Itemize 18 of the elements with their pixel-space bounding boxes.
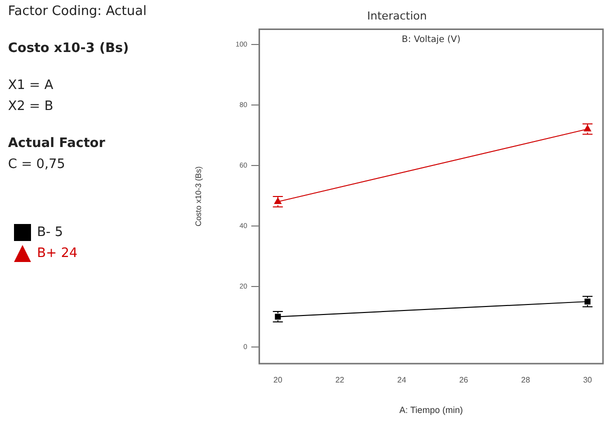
text: B: Voltaje (V) [402,35,460,46]
text: C = 0,75 [8,157,66,172]
text: Actual Factor [8,136,106,151]
text: X1 = A [8,78,54,93]
x-tick-label: 26 [459,376,469,385]
chart-title: Interaction [367,9,427,22]
x-axis-title: A: Tiempo (min) [399,405,463,416]
x-tick-label: 20 [273,376,283,385]
text: X2 = B [8,99,54,114]
legend-label: B+ 24 [37,246,78,261]
text: Factor Coding: Actual [8,4,148,19]
x-tick-label: 28 [521,376,531,385]
legend-label: B- 5 [37,225,64,240]
x-tick-label: 30 [583,376,593,385]
x-tick-label: 24 [397,376,407,385]
y-axis-title: Costo x10-3 (Bs) [194,166,204,226]
x-tick-label: 22 [335,376,345,385]
text: Costo x10-3 (Bs) [8,41,130,56]
